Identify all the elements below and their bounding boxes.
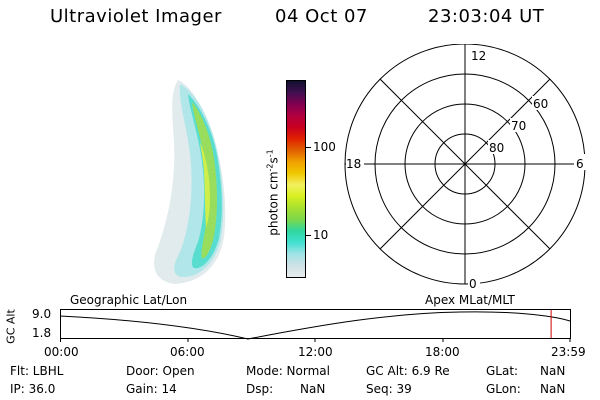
status-mode: Mode: Normal bbox=[246, 364, 330, 378]
polar-label-right: 6 bbox=[576, 157, 584, 171]
altitude-ytick-bottom: 1.8 bbox=[32, 326, 52, 340]
colorbar-label-10: 10 bbox=[313, 228, 329, 242]
altitude-plot-frame bbox=[60, 309, 571, 339]
unit-main: photon cm bbox=[266, 171, 281, 236]
apex-label: Apex MLat/MLT bbox=[425, 293, 515, 307]
polar-diagonal-2 bbox=[379, 78, 551, 250]
polar-label-left: 18 bbox=[346, 157, 361, 171]
status-dsp-value: NaN bbox=[300, 382, 326, 396]
color-bar bbox=[286, 80, 306, 278]
status-gc-alt: GC Alt: 6.9 Re bbox=[366, 364, 450, 378]
altitude-xlabel-2: 12:00 bbox=[298, 345, 333, 359]
color-bar-gradient bbox=[287, 81, 305, 277]
polar-label-bottom: 0 bbox=[469, 277, 477, 291]
polar-ring-label-60: 60 bbox=[533, 97, 548, 111]
status-dsp-key: Dsp: bbox=[246, 382, 274, 396]
status-filter: Flt: LBHL bbox=[10, 364, 64, 378]
altitude-plot bbox=[60, 309, 571, 342]
polar-grid: 12 18 6 0 60 70 80 bbox=[344, 44, 588, 291]
status-glon-key: GLon: bbox=[486, 382, 521, 396]
polar-ring-label-70: 70 bbox=[511, 119, 526, 133]
polar-label-top: 12 bbox=[471, 49, 486, 63]
aurora-image bbox=[150, 72, 240, 287]
status-glat-key: GLat: bbox=[486, 364, 519, 378]
colorbar-tick-100 bbox=[306, 147, 311, 148]
status-gain: Gain: 14 bbox=[126, 382, 177, 396]
colorbar-label-100: 100 bbox=[313, 140, 336, 154]
colorbar-unit-label: photon cm-2s-1 bbox=[266, 128, 281, 258]
status-glat-value: NaN bbox=[540, 364, 566, 378]
altitude-xlabel-0: 00:00 bbox=[44, 345, 79, 359]
instrument-title: Ultraviolet Imager bbox=[50, 6, 222, 27]
altitude-ylabel: GC Alt bbox=[4, 309, 18, 344]
time-label: 23:03:04 UT bbox=[428, 6, 545, 27]
altitude-ytick-top: 9.0 bbox=[32, 307, 52, 321]
status-glon-value: NaN bbox=[540, 382, 566, 396]
status-door: Door: Open bbox=[126, 364, 195, 378]
unit-sup1: -2 bbox=[265, 163, 275, 172]
unit-sup2: -1 bbox=[265, 149, 275, 158]
altitude-curve bbox=[60, 311, 571, 340]
polar-ring-label-80: 80 bbox=[489, 141, 504, 155]
status-seq: Seq: 39 bbox=[366, 382, 412, 396]
altitude-xlabel-3: 18:00 bbox=[425, 345, 460, 359]
status-ip: IP: 36.0 bbox=[10, 382, 56, 396]
altitude-xlabel-4: 23:59 bbox=[551, 345, 586, 359]
colorbar-tick-10 bbox=[306, 235, 311, 236]
geographic-label: Geographic Lat/Lon bbox=[70, 293, 188, 307]
unit-mid: s bbox=[266, 157, 281, 164]
altitude-xlabel-1: 06:00 bbox=[170, 345, 205, 359]
date-label: 04 Oct 07 bbox=[275, 6, 368, 27]
